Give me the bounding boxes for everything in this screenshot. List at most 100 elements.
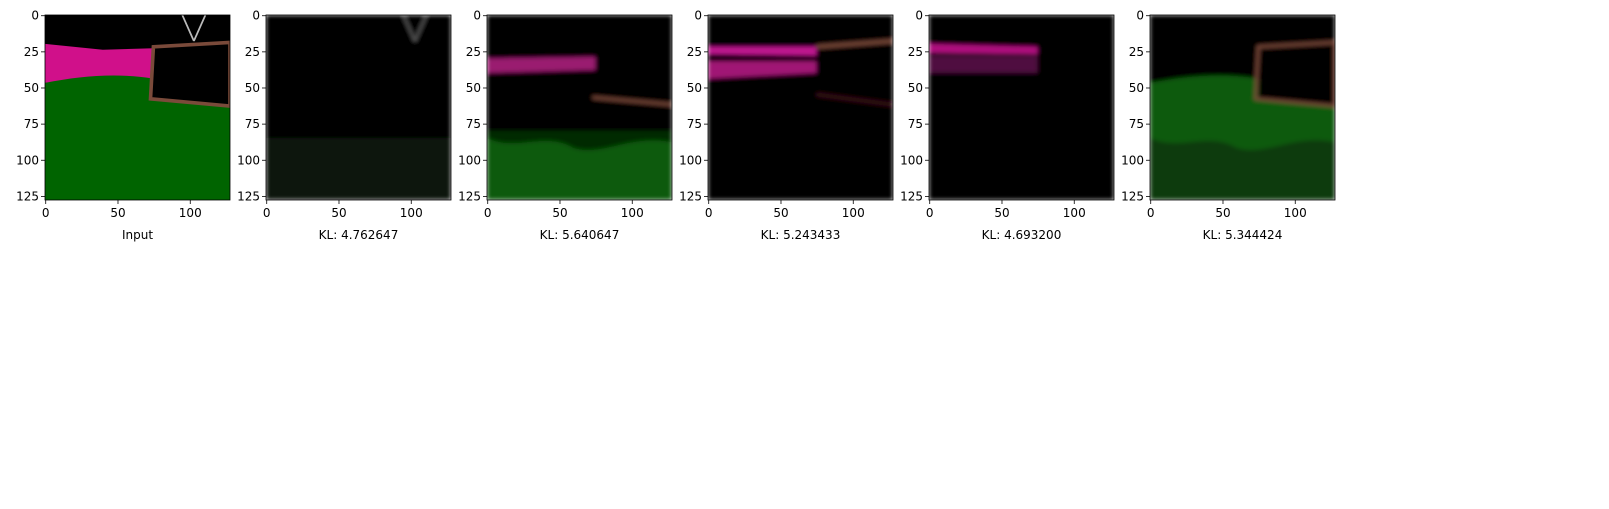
- x-tick-label: 0: [1147, 206, 1155, 220]
- shape: [148, 40, 230, 108]
- image: [487, 15, 672, 200]
- x-tick-label: 100: [842, 206, 865, 220]
- y-tick-label: 125: [679, 189, 702, 203]
- image: [929, 15, 1114, 200]
- image: [708, 15, 893, 200]
- y-tick-label: 100: [1121, 153, 1144, 167]
- x-label: KL: 4.762647: [319, 228, 399, 242]
- y-tick-label: 0: [31, 9, 39, 23]
- y-tick-label: 100: [679, 153, 702, 167]
- shape: [708, 46, 817, 56]
- y-tick-label: 25: [1129, 45, 1144, 59]
- frame: [265, 14, 452, 201]
- shape: [414, 15, 428, 42]
- x-tick-label: 50: [552, 206, 567, 220]
- shape: [45, 75, 230, 200]
- y-tick-label: 75: [687, 117, 702, 131]
- shape: [708, 15, 893, 200]
- frame: [1149, 14, 1336, 201]
- x-label: Input: [122, 228, 153, 242]
- y-tick-label: 0: [1136, 9, 1144, 23]
- frame: [486, 14, 673, 201]
- y-tick-label: 0: [252, 9, 260, 23]
- x-tick-label: 50: [110, 206, 125, 220]
- y-tick-label: 25: [908, 45, 923, 59]
- shape: [929, 15, 1114, 200]
- y-tick-label: 0: [915, 9, 923, 23]
- image: [1150, 15, 1335, 200]
- y-tick-label: 75: [245, 117, 260, 131]
- y-tick-label: 75: [908, 117, 923, 131]
- y-tick-label: 75: [466, 117, 481, 131]
- x-tick-label: 100: [400, 206, 423, 220]
- y-tick-label: 100: [16, 153, 39, 167]
- shape: [929, 43, 1038, 55]
- image-content: [487, 15, 672, 200]
- y-tick-label: 25: [687, 45, 702, 59]
- y-tick-label: 25: [24, 45, 39, 59]
- x-tick-label: 0: [263, 206, 271, 220]
- image-content: [708, 15, 893, 200]
- y-tick-label: 50: [908, 81, 923, 95]
- image: [45, 15, 230, 200]
- y-tick-label: 125: [237, 189, 260, 203]
- x-tick-label: 50: [1215, 206, 1230, 220]
- y-tick-label: 50: [245, 81, 260, 95]
- y-tick-label: 100: [237, 153, 260, 167]
- frame: [707, 14, 894, 201]
- shape: [1253, 41, 1335, 108]
- image-content: [1150, 15, 1335, 200]
- shape: [181, 15, 195, 42]
- image: [266, 15, 451, 200]
- x-tick-label: 100: [621, 206, 644, 220]
- y-tick-label: 75: [24, 117, 39, 131]
- x-tick-label: 50: [331, 206, 346, 220]
- y-tick-label: 125: [900, 189, 923, 203]
- y-tick-label: 0: [473, 9, 481, 23]
- x-tick-label: 100: [179, 206, 202, 220]
- x-tick-label: 0: [705, 206, 713, 220]
- y-tick-label: 100: [900, 153, 923, 167]
- shape: [592, 95, 672, 107]
- y-tick-label: 125: [1121, 189, 1144, 203]
- y-tick-label: 100: [458, 153, 481, 167]
- x-tick-label: 0: [42, 206, 50, 220]
- x-tick-label: 100: [1063, 206, 1086, 220]
- x-label: KL: 5.243433: [761, 228, 841, 242]
- x-label: KL: 5.640647: [540, 228, 620, 242]
- y-tick-label: 125: [16, 189, 39, 203]
- y-tick-label: 50: [24, 81, 39, 95]
- shape: [1150, 137, 1335, 200]
- y-tick-label: 75: [1129, 117, 1144, 131]
- shape: [487, 56, 596, 73]
- y-tick-label: 125: [458, 189, 481, 203]
- y-tick-label: 50: [466, 81, 481, 95]
- frame: [928, 14, 1115, 201]
- x-tick-label: 50: [994, 206, 1009, 220]
- shape: [487, 130, 672, 150]
- shape: [708, 61, 817, 79]
- shape: [193, 15, 207, 42]
- x-label: KL: 4.693200: [982, 228, 1062, 242]
- shape: [402, 15, 416, 42]
- image-content: [929, 15, 1114, 200]
- y-tick-label: 50: [1129, 81, 1144, 95]
- image-content: [266, 15, 451, 200]
- shape: [45, 43, 154, 83]
- x-tick-label: 0: [484, 206, 492, 220]
- shape: [816, 92, 893, 107]
- image-content: [45, 15, 230, 200]
- shape: [816, 39, 893, 49]
- shape: [266, 137, 451, 200]
- shape: [929, 55, 1038, 73]
- y-tick-label: 50: [687, 81, 702, 95]
- y-tick-label: 0: [694, 9, 702, 23]
- x-tick-label: 100: [1284, 206, 1307, 220]
- frame: [44, 14, 231, 201]
- y-tick-label: 25: [466, 45, 481, 59]
- x-tick-label: 0: [926, 206, 934, 220]
- x-label: KL: 5.344424: [1203, 228, 1283, 242]
- x-tick-label: 50: [773, 206, 788, 220]
- y-tick-label: 25: [245, 45, 260, 59]
